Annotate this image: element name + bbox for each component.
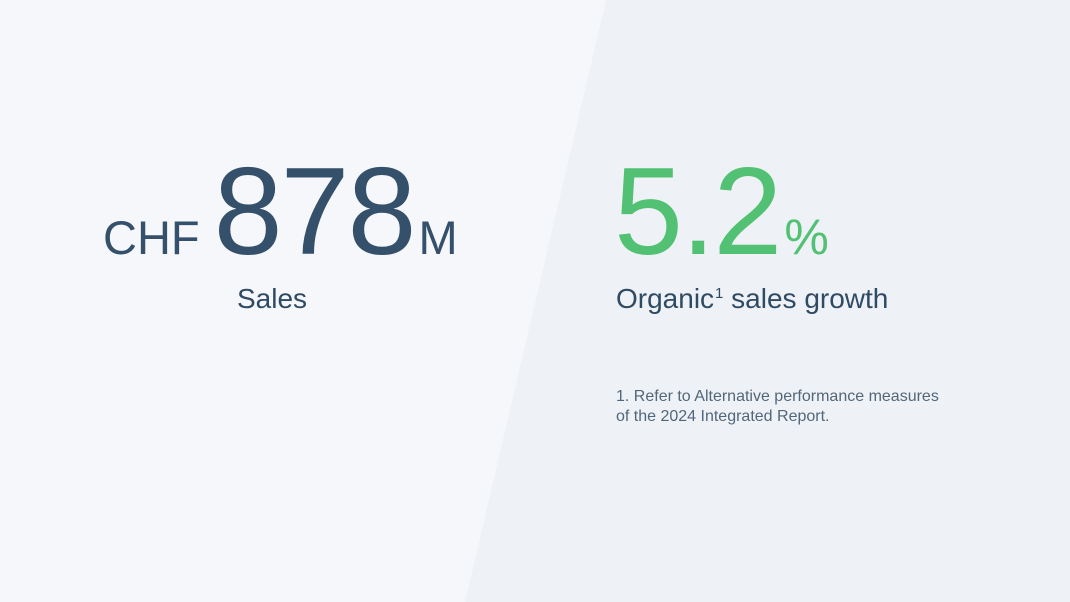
percent-suffix: % xyxy=(784,209,829,265)
sales-kpi: CHF 878 M xyxy=(103,150,458,274)
footnote-line-1: 1. Refer to Alternative performance meas… xyxy=(616,388,939,405)
unit-suffix: M xyxy=(418,211,458,264)
growth-kpi: 5.2 % xyxy=(614,150,829,274)
currency-prefix: CHF xyxy=(103,211,200,264)
growth-value: 5.2 xyxy=(614,143,782,281)
footnote: 1. Refer to Alternative performance meas… xyxy=(616,387,939,427)
growth-label: Organic1 sales growth xyxy=(616,283,888,315)
footnote-line-2: of the 2024 Integrated Report. xyxy=(616,408,830,425)
growth-label-rest: sales growth xyxy=(723,283,889,314)
sales-label: Sales xyxy=(237,283,308,314)
growth-label-main: Organic xyxy=(616,283,715,314)
sales-value: 878 xyxy=(213,143,417,281)
footnote-marker: 1 xyxy=(715,285,724,302)
